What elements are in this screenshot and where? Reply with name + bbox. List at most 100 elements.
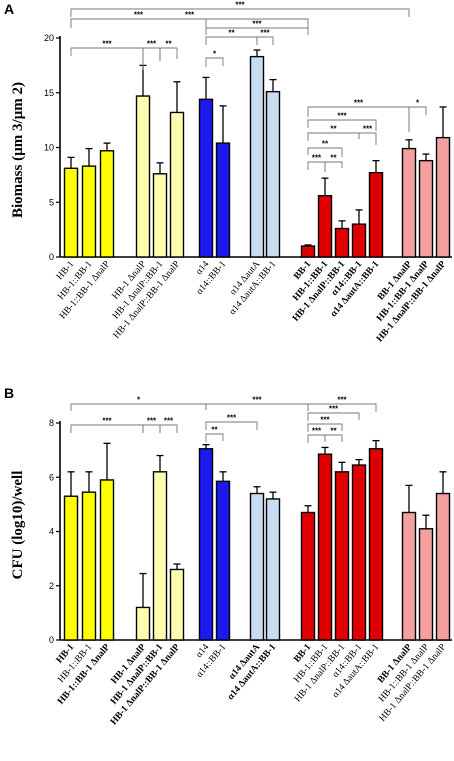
panel-a-significance-bracket <box>408 106 427 132</box>
panel-a-y-axis-label: Biomass (µm 3/µm 2) <box>10 82 26 218</box>
panel-a-significance-label: * <box>213 50 217 59</box>
panel-b-significance-label: *** <box>320 416 330 425</box>
panel-a-bar <box>435 136 451 258</box>
panel-b-bar <box>81 491 97 641</box>
panel-b-bar <box>198 448 214 641</box>
panel-b-y-tick-label: 0 <box>49 635 54 645</box>
panel-a-significance-bracket <box>358 132 377 145</box>
panel-a-significance-bracket <box>307 119 377 131</box>
panel-a-significance-label: *** <box>147 40 157 49</box>
panel-b-bar <box>300 511 316 641</box>
panel-b-bar <box>334 471 350 641</box>
panel-a-bar <box>418 159 434 258</box>
panel-a-significance-label: *** <box>134 11 144 20</box>
panel-a-significance-bracket <box>70 18 207 28</box>
panel-a-y-tick-label: 20 <box>44 33 54 43</box>
panel-a-bar <box>265 90 281 258</box>
panel-a-y-tick-label: 15 <box>44 88 54 98</box>
panel-a-category-label: HB-1 ΔnalP::BB-1 ΔnalP <box>375 259 448 344</box>
panel-b-y-tick-label: 6 <box>49 472 54 482</box>
panel-a-significance-bracket <box>324 161 343 172</box>
panel-a-bar <box>215 142 231 258</box>
panel-a-bar <box>249 55 265 258</box>
panel-a-bar <box>368 171 384 258</box>
panel-b-significance-bracket <box>205 433 224 442</box>
panel-a-significance-label: *** <box>252 20 262 29</box>
panel-a-significance-label: *** <box>363 125 373 134</box>
panel-a-significance-bracket <box>159 47 178 61</box>
panel-b-significance-bracket <box>324 434 343 442</box>
panel-a-bar <box>300 245 316 258</box>
panel-a-bar <box>401 147 417 258</box>
panel-b-bar <box>135 606 151 641</box>
panel-a-y-tick-label: 10 <box>44 143 54 153</box>
panel-b-bar <box>249 492 265 641</box>
panel-b-y-tick-label: 2 <box>49 581 54 591</box>
panel-b-letter: B <box>4 385 14 401</box>
panel-b-significance-bracket <box>70 424 144 433</box>
panel-b-significance-label: *** <box>227 414 237 423</box>
panel-a-significance-label: ** <box>322 140 329 149</box>
panel-a-significance-bracket <box>205 36 258 45</box>
panel-b-significance-label: *** <box>252 396 262 405</box>
panel-a-significance-label: ** <box>330 154 337 163</box>
panel-b-significance-label: *** <box>102 417 112 426</box>
panel-b-significance-bracket <box>307 403 377 412</box>
panel-a-significance-bracket <box>307 106 410 132</box>
panel-a-bar <box>152 173 168 258</box>
panel-a-significance-label: ** <box>228 29 235 38</box>
panel-b-bar <box>317 453 333 641</box>
panel-b-significance-bracket <box>159 424 178 433</box>
panel-a-significance-label: *** <box>235 1 245 10</box>
panel-b-significance-bracket <box>307 412 360 421</box>
panel-b-significance-bracket <box>307 423 343 432</box>
panel-a-significance-bracket <box>70 18 309 28</box>
panel-a-significance-bracket <box>205 27 309 35</box>
panel-a-bar <box>198 98 214 258</box>
panel-a-letter: A <box>4 1 14 17</box>
panel-a-significance-label: *** <box>102 40 112 49</box>
panel-b-significance-bracket <box>142 424 161 433</box>
panel-b-bar <box>99 479 115 641</box>
panel-a-significance-bracket <box>307 132 360 141</box>
panel-b-significance-label: *** <box>312 427 322 436</box>
panel-b-bar <box>63 495 79 641</box>
panel-b-significance-label: *** <box>337 396 347 405</box>
panel-b-significance-bracket <box>205 403 309 411</box>
panel-a-bar <box>334 227 350 258</box>
panel-a-bar <box>63 167 79 258</box>
panel-a-bar <box>317 194 333 258</box>
panel-a-significance-bracket <box>70 47 144 70</box>
panel-a-y-tick-label: 0 <box>49 252 54 262</box>
panel-a-significance-label: *** <box>260 29 270 38</box>
panel-b-significance-bracket <box>70 403 207 411</box>
panel-b-bar <box>152 471 168 641</box>
panel-b-category-label: HB-1 ΔnalP::BB-1 ΔnalP <box>109 642 182 727</box>
panel-a-significance-label: *** <box>337 112 347 121</box>
panel-b-significance-label: ** <box>211 426 218 435</box>
panel-b-significance-bracket <box>205 421 258 430</box>
panel-b-significance-label: * <box>137 396 141 405</box>
panel-a-bar <box>169 111 185 258</box>
panel-a-bar <box>135 95 151 258</box>
panel-b-bar <box>351 464 367 641</box>
panel-b-significance-label: *** <box>329 405 339 414</box>
panel-b-bar <box>435 492 451 641</box>
panel-a-bar <box>351 223 367 258</box>
panel-a-significance-label: *** <box>312 154 322 163</box>
panel-a-significance-bracket <box>205 57 224 67</box>
panel-b-bar <box>368 448 384 641</box>
panel-a-significance-label: *** <box>354 99 364 108</box>
panel-b-bar <box>215 480 231 641</box>
panel-b-y-tick-label: 8 <box>49 418 54 428</box>
panel-b-significance-label: ** <box>330 427 337 436</box>
panel-a-significance-label: ** <box>330 125 337 134</box>
panel-a-bar <box>99 150 115 258</box>
panel-a-significance-bracket <box>70 8 410 17</box>
panel-b-y-tick-label: 4 <box>49 527 54 537</box>
panel-a: A Biomass (µm 3/µm 2) 05101520**********… <box>4 1 452 344</box>
